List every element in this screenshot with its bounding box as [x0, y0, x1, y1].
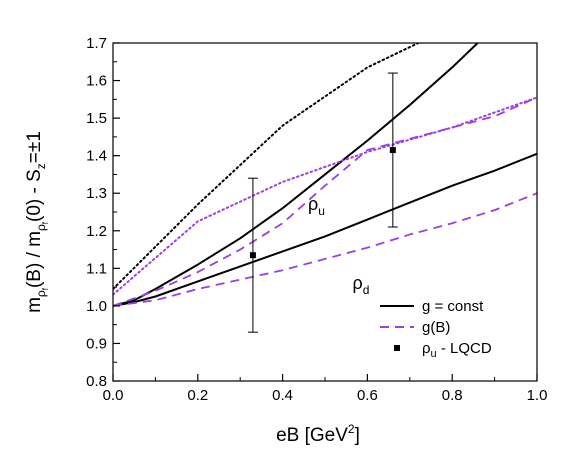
y-tick-label: 0.8 — [86, 373, 107, 390]
x-axis-label: eB [GeV2] — [276, 422, 360, 446]
x-axis-label-main: eB [GeV — [276, 425, 348, 446]
x-tick-label: 0.8 — [442, 387, 463, 404]
y-tick-label: 1.5 — [86, 110, 107, 127]
y-tick-label: 1.7 — [86, 35, 107, 52]
lqcd-data-point — [389, 147, 396, 154]
x-tick-label: 0.4 — [272, 387, 293, 404]
lqcd-markers — [247, 72, 398, 333]
legend-label-subscript: u — [431, 348, 437, 360]
y-label-zero: (0) - S — [24, 169, 45, 222]
legend-label: ρu - LQCD — [422, 340, 492, 360]
annotation-symbol: ρ — [308, 194, 318, 214]
annotation-subscript: u — [318, 204, 325, 218]
y-tick-label: 1.1 — [86, 260, 107, 277]
y-tick-label: 0.9 — [86, 335, 107, 352]
y-tick-label: 1.4 — [86, 148, 107, 165]
x-axis-label-exponent: 2 — [348, 422, 355, 436]
curves — [113, 43, 537, 307]
legend: g = const g(B) ρu - LQCD — [380, 298, 492, 360]
legend-marker-square — [394, 345, 400, 351]
x-tick-label: 1.0 — [527, 387, 548, 404]
annotation-symbol: ρ — [353, 273, 363, 293]
y-label-sub2: ρ — [34, 224, 48, 231]
lqcd-data-point — [249, 252, 256, 259]
x-tick-label: 0.6 — [357, 387, 378, 404]
y-tick-label: 1.2 — [86, 223, 107, 240]
y-tick-label: 1.6 — [86, 73, 107, 90]
legend-label-tail: - LQCD — [437, 340, 492, 357]
y-label-tail: =±1 — [24, 131, 45, 163]
y-label-subsub1: f — [41, 287, 50, 290]
y-axis-ticks: 0.8 0.9 1.0 1.1 1.2 1.3 1.4 1.5 1.6 1.7 — [86, 35, 120, 390]
series-line-dotted-4 — [113, 43, 420, 290]
annotation-subscript: d — [363, 283, 370, 297]
curve-annotation-d: ρd — [353, 273, 370, 297]
y-tick-label: 1.3 — [86, 185, 107, 202]
y-label-m1: m — [24, 297, 45, 313]
x-tick-label: 0.2 — [187, 387, 208, 404]
y-tick-label: 1.0 — [86, 298, 107, 315]
x-axis-ticks: 0.0 0.2 0.4 0.6 0.8 1.0 — [103, 374, 548, 404]
y-label-subsub2: f — [41, 221, 50, 224]
y-label-subz: z — [34, 163, 48, 169]
series-line-solid-1 — [113, 152, 537, 307]
legend-label-symbol: ρ — [422, 340, 431, 357]
x-tick-label: 0.0 — [103, 387, 124, 404]
y-label-b: (B) / m — [24, 231, 45, 288]
plot-frame — [112, 42, 538, 382]
curve-annotation-u: ρu — [308, 194, 325, 218]
legend-label: g(B) — [422, 319, 450, 336]
series-line-dashed-2 — [113, 96, 537, 307]
series-line-dashed-3 — [113, 192, 537, 307]
x-axis-label-tail: ] — [355, 425, 360, 446]
series-line-dotted-5 — [113, 96, 537, 296]
y-axis-label: mρf(B) / mρf(0) - Sz=±1 — [24, 131, 50, 313]
y-label-sub1: ρ — [34, 290, 48, 297]
legend-label: g = const — [422, 298, 484, 315]
